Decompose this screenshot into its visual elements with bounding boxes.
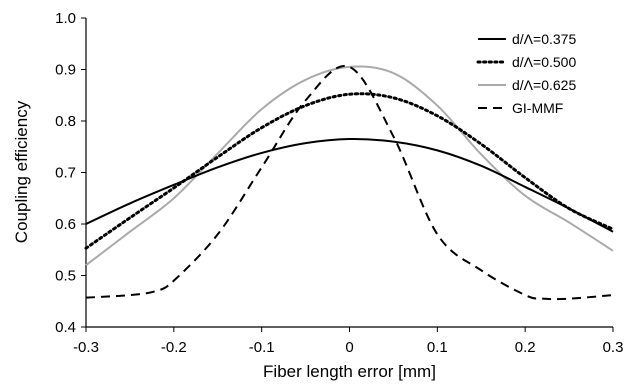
- legend-label: GI-MMF: [512, 100, 563, 116]
- y-axis-title: Coupling efficiency: [12, 100, 31, 243]
- series-lines: [84, 64, 615, 301]
- legend: d/Λ=0.375 d/Λ=0.500 d/Λ=0.625 GI-MMF: [476, 31, 576, 116]
- y-tick-label: 0.9: [55, 62, 76, 79]
- y-tick-label: 1.0: [55, 10, 76, 27]
- x-tick-label: 0.3: [603, 339, 624, 356]
- y-tick-label: 0.5: [55, 268, 76, 285]
- x-tick-label: -0.3: [73, 339, 99, 356]
- x-axis-title: Fiber length error [mm]: [263, 362, 436, 381]
- x-tick-label: 0.2: [515, 339, 536, 356]
- series-line: [84, 92, 615, 250]
- y-tick-label: 0.6: [55, 216, 76, 233]
- x-tick-label: -0.1: [249, 339, 275, 356]
- legend-label: d/Λ=0.375: [512, 31, 576, 47]
- legend-label: d/Λ=0.500: [512, 54, 576, 70]
- axis-ticks: -0.3 -0.2 -0.1 0 0.1 0.2 0.3 0.4 0.5 0.6 0.7 0.8 0.9…: [55, 10, 623, 356]
- x-tick-label: -0.2: [161, 339, 187, 356]
- y-tick-label: 0.7: [55, 165, 76, 182]
- x-tick-label: 0.1: [427, 339, 448, 356]
- y-tick-label: 0.8: [55, 113, 76, 130]
- series-line: [85, 64, 614, 301]
- series-line: [85, 137, 614, 233]
- series-line: [85, 65, 614, 266]
- x-tick-label: 0: [345, 339, 353, 356]
- y-tick-label: 0.4: [55, 319, 76, 336]
- legend-label: d/Λ=0.625: [512, 77, 576, 93]
